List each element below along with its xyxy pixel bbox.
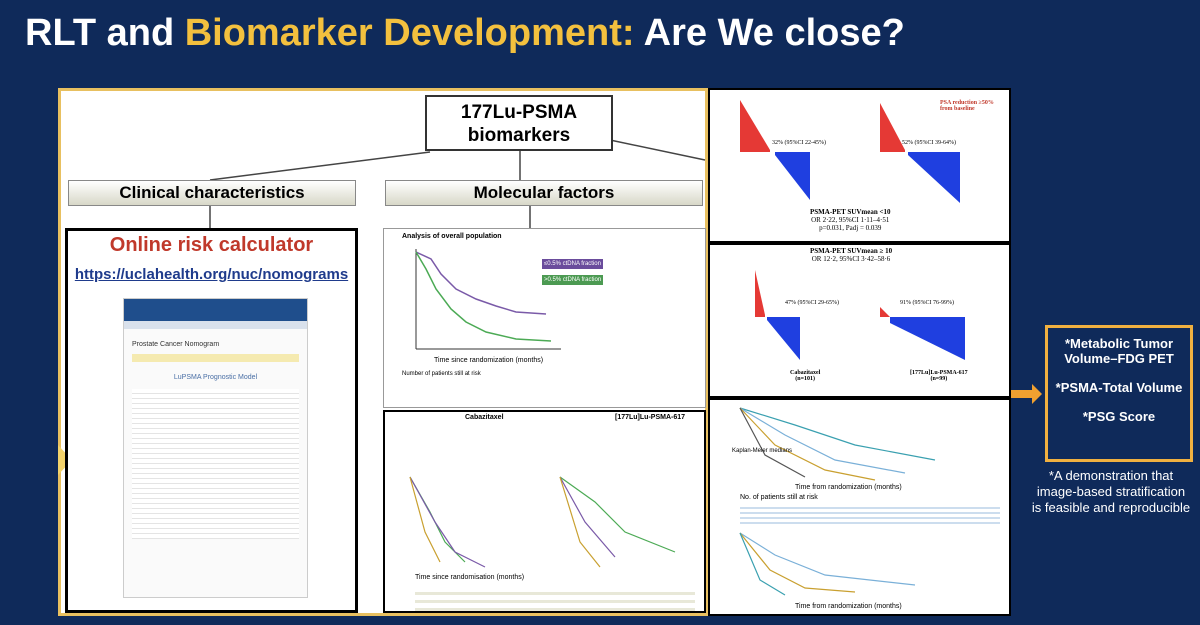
- legend-entry: ≤0.5% ctDNA fraction: [542, 259, 603, 269]
- arrow: [1010, 384, 1042, 404]
- site-header: [124, 299, 307, 321]
- caption-line: OR 12·2, 95%CI 3·42–58·6: [811, 255, 891, 263]
- rate-label: 52% (95%CI 39-64%): [902, 140, 956, 146]
- note: *A demonstration that image-based stratif…: [1022, 468, 1200, 516]
- curve: [415, 251, 547, 315]
- km-panel: Kaplan-Meier medians Time from randomiza…: [708, 398, 1011, 616]
- root-label: biomarkers: [467, 125, 571, 146]
- curve: [415, 251, 552, 342]
- highlight-box: *Metabolic Tumor Volume–FDG PET *PSMA-To…: [1045, 325, 1193, 462]
- site-nav: [124, 321, 307, 329]
- arm-line: Cabazitaxel: [790, 370, 821, 376]
- arm-panel: Cabazitaxel [177Lu]Lu-PSMA-617 Time sinc…: [383, 410, 706, 613]
- risk-title: No. of patients still at risk: [740, 494, 818, 501]
- arm-label: [177Lu]Lu-PSMA-617 (n=99): [910, 370, 968, 382]
- connector: [209, 151, 431, 181]
- arm-title: Cabazitaxel: [465, 414, 504, 421]
- caption-line: PSMA-PET SUVmean <10: [810, 208, 891, 216]
- risk-title: Number of patients still at risk: [402, 371, 481, 377]
- title-text: RLT and: [25, 12, 185, 54]
- caption-line: p=0.031, Padj = 0.039: [819, 224, 882, 232]
- root-label: 177Lu-PSMA: [460, 102, 578, 123]
- root-node: 177Lu-PSMA biomarkers: [425, 95, 613, 151]
- legend: PSA reduction ≥50% from baseline: [940, 100, 994, 112]
- x-label: Time since randomization (months): [434, 357, 544, 364]
- x-label: Time since randomisation (months): [415, 574, 525, 581]
- km-plot: [739, 532, 916, 596]
- x-label: Time from randomization (months): [795, 484, 902, 491]
- chart-title: Analysis of overall population: [402, 233, 502, 240]
- km-plot: [739, 407, 936, 481]
- caption: PSMA-PET SUVmean ≥ 10 OR 12·2, 95%CI 3·42…: [810, 247, 892, 263]
- x-label: Time from randomization (months): [795, 603, 902, 610]
- calculator-link[interactable]: https://uclahealth.org/nuc/nomograms: [74, 266, 349, 283]
- rate-label: 32% (95%CI 22-45%): [772, 140, 826, 146]
- page-text: [132, 389, 299, 539]
- note-line: is feasible and reproducible: [1031, 500, 1191, 515]
- title-highlight: Biomarker Development:: [184, 12, 635, 54]
- calculator-box: Online risk calculator https://uclahealt…: [65, 228, 358, 613]
- branch-node: Molecular factors: [385, 180, 703, 206]
- waterfall-plot: [740, 100, 960, 203]
- risk-table: [740, 504, 1000, 524]
- arm-line: [177Lu]Lu-PSMA-617: [910, 370, 968, 376]
- title-text: Are We close?: [634, 12, 905, 54]
- web-screenshot: Prostate Cancer Nomogram LuPSMA Prognost…: [123, 298, 308, 598]
- caption-line: PSMA-PET SUVmean ≥ 10: [810, 247, 893, 255]
- arm-line: (n=99): [930, 376, 948, 382]
- arm-plots: [409, 476, 676, 568]
- waterfall-panel: PSMA-PET SUVmean ≥ 10 OR 12·2, 95%CI 3·42…: [708, 243, 1011, 398]
- calculator-heading: Online risk calculator: [109, 234, 314, 256]
- caption: PSMA-PET SUVmean <10 OR 2·22, 95%CI 1·11–…: [810, 208, 890, 232]
- arm-title: [177Lu]Lu-PSMA-617: [615, 414, 686, 421]
- note-line: image-based stratification: [1036, 484, 1186, 499]
- page-heading: Prostate Cancer Nomogram: [132, 341, 220, 348]
- model-title: LuPSMA Prognostic Model: [173, 374, 258, 381]
- arm-label: Cabazitaxel (n=101): [790, 370, 820, 382]
- highlight-item: *PSG Score: [1082, 409, 1156, 424]
- risk-table: [415, 587, 695, 611]
- highlight-item: *Metabolic Tumor Volume–FDG PET: [1064, 336, 1174, 366]
- rate-label: 47% (95%CI 29-65%): [785, 300, 839, 306]
- note-line: *A demonstration that: [1048, 468, 1174, 483]
- arm-line: (n=101): [795, 376, 816, 382]
- km-plot: [415, 249, 561, 350]
- legend-entry: >0.5% ctDNA fraction: [542, 275, 604, 285]
- branch-node: Clinical characteristics: [68, 180, 356, 206]
- km-panel: Analysis of overall population ≤0.5% ctD…: [383, 228, 706, 408]
- legend-title: Kaplan-Meier medians: [732, 448, 793, 454]
- waterfall-panel: 32% (95%CI 22-45%) 52% (95%CI 39-64%) PS…: [708, 88, 1011, 243]
- waterfall-plot: [755, 270, 965, 360]
- highlight-item: *PSMA-Total Volume: [1055, 380, 1183, 395]
- rate-label: 91% (95%CI 76-99%): [900, 300, 954, 306]
- caption-line: OR 2·22, 95%CI 1·11–4·51: [811, 216, 890, 224]
- slide-title: RLT and Biomarker Development: Are We cl…: [25, 12, 905, 55]
- connector: [609, 139, 706, 161]
- notice: [132, 354, 299, 362]
